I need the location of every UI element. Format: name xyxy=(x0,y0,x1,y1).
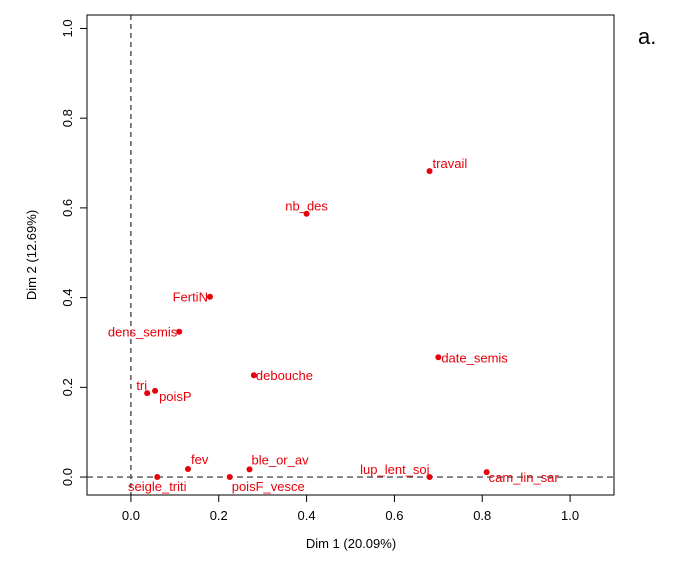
y-tick-label: 0.0 xyxy=(60,468,75,486)
data-point xyxy=(250,372,257,379)
point-label: seigle_triti xyxy=(128,479,187,494)
point-label: poisF_vesce xyxy=(232,479,305,494)
data-point xyxy=(303,210,310,217)
y-axis-label: Dim 2 (12.69%) xyxy=(24,210,39,300)
x-tick-label: 0.0 xyxy=(122,508,140,523)
data-point xyxy=(152,387,159,394)
point-label: debouche xyxy=(256,368,313,383)
panel-tag: a. xyxy=(638,24,657,49)
y-tick-label: 0.6 xyxy=(60,199,75,217)
y-tick-label: 0.8 xyxy=(60,109,75,127)
y-tick-label: 0.4 xyxy=(60,289,75,307)
point-label: date_semis xyxy=(441,350,508,365)
point-label: dens_semis xyxy=(108,325,178,340)
data-point xyxy=(426,168,433,175)
point-label: poisP xyxy=(159,389,192,404)
point-label: lup_lent_soj xyxy=(360,462,429,477)
data-points xyxy=(144,168,490,481)
x-tick-label: 1.0 xyxy=(561,508,579,523)
plot-frame xyxy=(86,14,615,496)
point-label: tri xyxy=(136,378,147,393)
x-axis-label: Dim 1 (20.09%) xyxy=(306,536,396,551)
data-point xyxy=(426,474,433,481)
data-point xyxy=(206,293,213,300)
y-tick-label: 1.0 xyxy=(60,19,75,37)
x-tick-label: 0.2 xyxy=(210,508,228,523)
data-point xyxy=(483,469,490,476)
x-tick-label: 0.8 xyxy=(473,508,491,523)
point-label: ble_or_av xyxy=(251,452,309,467)
data-point xyxy=(185,465,192,472)
y-axis: 0.0 0.2 0.4 0.6 0.8 1.0 xyxy=(60,19,88,486)
y-tick-label: 0.2 xyxy=(60,378,75,396)
x-axis: 0.0 0.2 0.4 0.6 0.8 1.0 xyxy=(122,494,579,523)
data-labels: travail nb_des FertiN dens_semis date_semisd… xyxy=(108,156,560,494)
x-tick-label: 0.6 xyxy=(385,508,403,523)
point-label: nb_des xyxy=(285,199,328,214)
point-label: fev xyxy=(191,452,209,467)
data-point xyxy=(435,354,442,361)
data-point xyxy=(154,474,161,481)
data-point xyxy=(246,466,253,473)
data-point xyxy=(226,474,233,481)
point-label: travail xyxy=(433,156,468,171)
point-label: FertiN xyxy=(173,290,208,305)
point-label: cam_lin_sar xyxy=(489,470,560,485)
data-point xyxy=(144,390,151,397)
x-tick-label: 0.4 xyxy=(298,508,316,523)
data-point xyxy=(176,328,183,335)
